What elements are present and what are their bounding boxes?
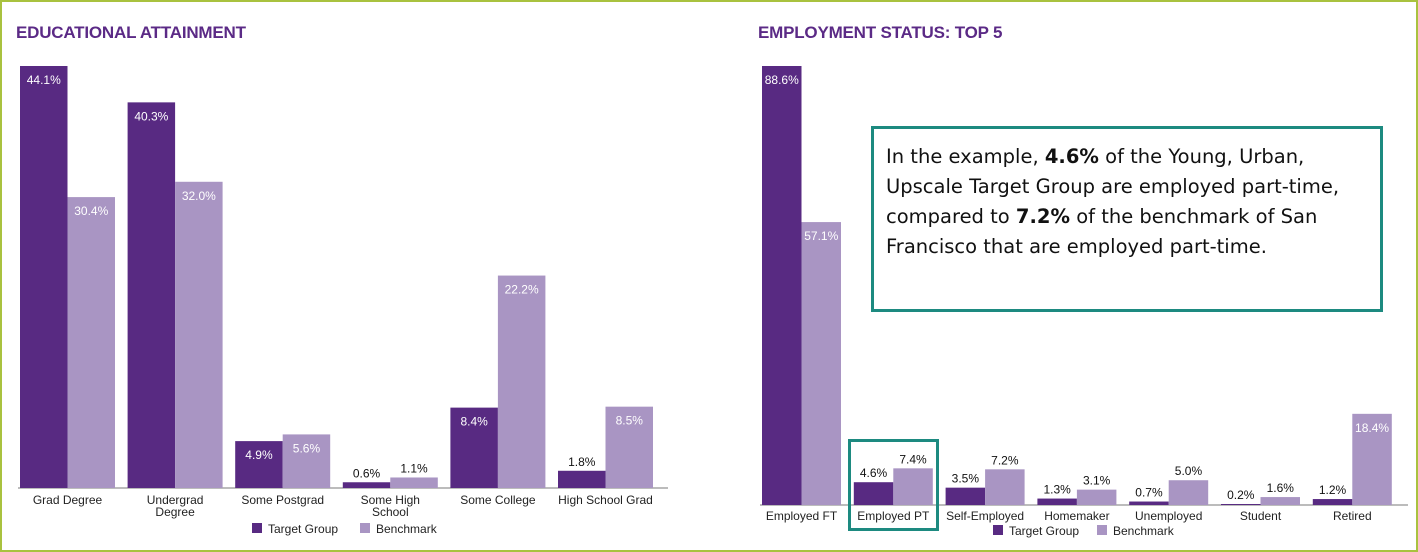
category-label: Some High [361,493,420,507]
legend-label-target: Target Group [268,522,338,536]
legend-swatch-benchmark [360,523,370,533]
bar-benchmark [497,275,546,488]
data-label: 4.9% [245,448,273,462]
chart-title-employment: EMPLOYMENT STATUS: TOP 5 [758,23,1003,42]
data-label: 1.2% [1319,483,1347,497]
legend-label-benchmark: Benchmark [1113,524,1175,538]
data-label: 30.4% [74,204,108,218]
bar-benchmark [175,181,223,488]
category-label: Student [1240,509,1282,523]
category-label: Some Postgrad [241,493,324,507]
data-label: 32.0% [182,189,216,203]
data-label: 1.3% [1043,483,1071,497]
bar-benchmark [1076,489,1117,505]
data-label: 40.3% [134,109,168,123]
category-label: Employed PT [857,509,930,523]
bar-benchmark [1168,480,1209,505]
data-label: 8.5% [616,414,644,428]
bar-target [945,487,986,505]
bar-target [20,66,68,488]
callout-target-value: 4.6% [1044,145,1099,168]
employed-pt-highlight-box [848,439,939,531]
legend-swatch-benchmark [1097,525,1107,535]
callout-text-2: of the Young, Urban, Upscale Target Grou… [886,145,1340,228]
data-label: 5.6% [293,441,321,455]
category-label: Retired [1333,509,1372,523]
data-label: 1.1% [400,461,428,475]
data-label: 88.6% [765,73,799,87]
category-label: Self-Employed [946,509,1024,523]
data-label: 3.5% [952,472,980,486]
category-label: Undergrad [147,493,204,507]
category-label: School [372,505,409,519]
category-label: Some College [460,493,536,507]
data-label: 0.7% [1135,486,1163,500]
bar-target [558,470,606,488]
data-label: 8.4% [460,415,488,429]
bar-benchmark [801,222,841,505]
data-label: 5.0% [1175,464,1203,478]
data-label: 1.6% [1267,481,1295,495]
bar-target [1221,504,1261,505]
bar-target [342,482,391,488]
callout-text-1: In the example, [886,145,1045,168]
category-label: Unemployed [1135,509,1202,523]
bar-target [1129,501,1169,505]
category-label: Grad Degree [33,493,103,507]
bar-target [853,482,894,505]
data-label: 18.4% [1355,421,1389,435]
bar-benchmark [282,434,331,488]
bar-target [127,102,176,489]
bar-target [1312,499,1353,505]
category-label: Homemaker [1044,509,1109,523]
legend-label-target: Target Group [1009,524,1079,538]
legend-swatch-target [252,523,262,533]
bar-target [1037,498,1077,505]
data-label: 7.4% [899,452,927,466]
chart-0: 44.1% 30.4% Grad Degree 40.3% 32.0% Undergrad… [18,66,668,536]
bar-benchmark [390,477,438,488]
data-label: 3.1% [1083,474,1111,488]
bar-benchmark [1260,497,1300,505]
bar-target [762,66,802,505]
data-label: 44.1% [27,73,61,87]
bar-benchmark [605,406,653,488]
legend-label-benchmark: Benchmark [376,522,438,536]
category-label: High School Grad [558,493,653,507]
example-callout: In the example, 4.6% of the Young, Urban… [871,126,1383,312]
bar-benchmark [893,468,933,505]
data-label: 0.6% [353,466,381,480]
data-label: 1.8% [568,455,596,469]
bar-benchmark [1352,413,1392,505]
bar-target [235,441,283,488]
chart-title-education: EDUCATIONAL ATTAINMENT [16,23,246,42]
category-label: Employed FT [766,509,838,523]
bar-benchmark [985,469,1025,505]
category-label: Degree [155,505,195,519]
data-label: 7.2% [991,453,1019,467]
callout-benchmark-value: 7.2% [1015,205,1071,228]
chart-1: 88.6% 57.1% Employed FT 4.6% 7.4% Employed PT… [760,66,1408,538]
bar-benchmark [67,197,115,488]
data-label: 0.2% [1227,488,1255,502]
data-label: 4.6% [860,466,888,480]
bar-target [450,407,498,488]
data-label: 22.2% [505,283,539,297]
data-label: 57.1% [804,229,838,243]
callout-text-3: of the benchmark of San Francisco that a… [886,205,1318,258]
legend-swatch-target [993,525,1003,535]
